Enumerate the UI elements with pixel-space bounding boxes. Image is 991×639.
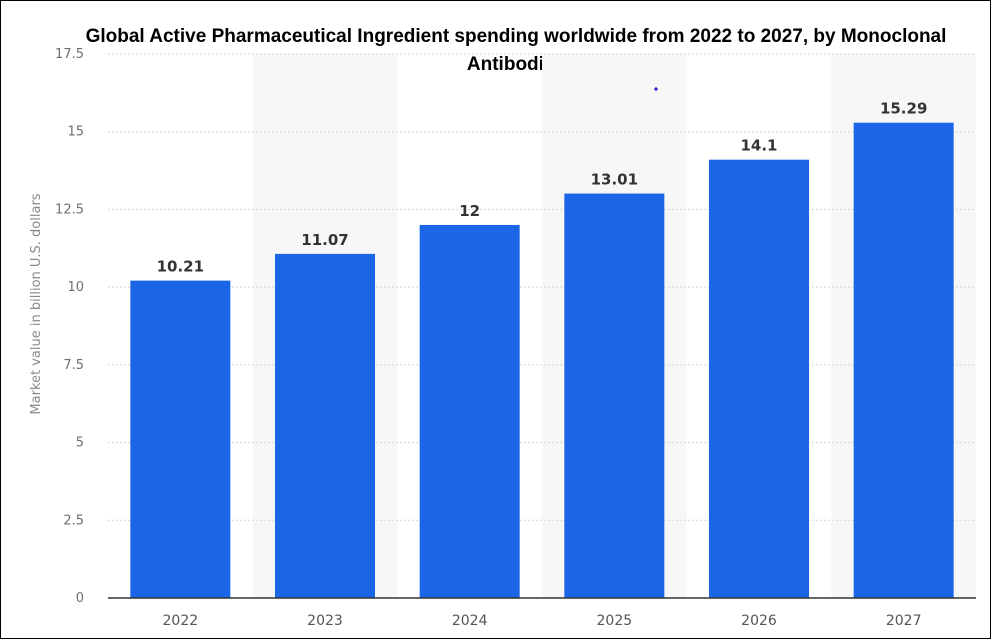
- bar-2024: [419, 224, 520, 598]
- y-tick-label: 12.5: [55, 202, 84, 217]
- x-tick-label-2023: 2023: [307, 613, 343, 629]
- bars: [130, 122, 954, 599]
- y-tick-label: 2.5: [63, 513, 84, 528]
- x-axis-tick-labels: 2022 2023 2024 2025 2026 2027: [163, 613, 922, 629]
- data-label-2026: 14.1: [740, 137, 777, 155]
- y-tick-label: 15: [67, 125, 84, 140]
- y-tick-label: 17.5: [55, 47, 84, 62]
- bar-2026: [709, 159, 809, 599]
- x-tick-label-2027: 2027: [886, 613, 922, 629]
- bar-2027: [853, 122, 954, 598]
- gridlines: [108, 53, 976, 521]
- y-tick-label: 0: [76, 591, 84, 606]
- data-label-2027: 15.29: [880, 100, 927, 118]
- x-tick-label-2024: 2024: [452, 613, 488, 629]
- data-labels: 10.21 11.07 12 13.01 14.1 15.29: [157, 100, 928, 276]
- y-axis-title: Market value in billion U.S. dollars: [29, 193, 44, 414]
- x-tick-label-2025: 2025: [597, 613, 633, 629]
- bar-2025: [564, 193, 665, 598]
- bar-2023: [275, 253, 375, 598]
- stray-dot: [654, 87, 658, 91]
- data-label-2024: 12: [459, 202, 480, 220]
- chart-title: Global Active Pharmaceutical Ingredient …: [85, 26, 947, 75]
- y-tick-label: 5: [76, 436, 84, 451]
- y-axis-tick-labels: 0 2.5 5 7.5 10 12.5 15 17.5: [55, 47, 84, 606]
- y-tick-label: 10: [67, 280, 84, 295]
- x-tick-label-2022: 2022: [163, 613, 199, 629]
- data-label-2025: 13.01: [591, 171, 638, 189]
- y-tick-label: 7.5: [63, 358, 84, 373]
- x-tick-label-2026: 2026: [741, 613, 777, 629]
- data-label-2023: 11.07: [301, 231, 348, 249]
- bar-2022: [130, 280, 231, 598]
- data-label-2022: 10.21: [157, 258, 204, 276]
